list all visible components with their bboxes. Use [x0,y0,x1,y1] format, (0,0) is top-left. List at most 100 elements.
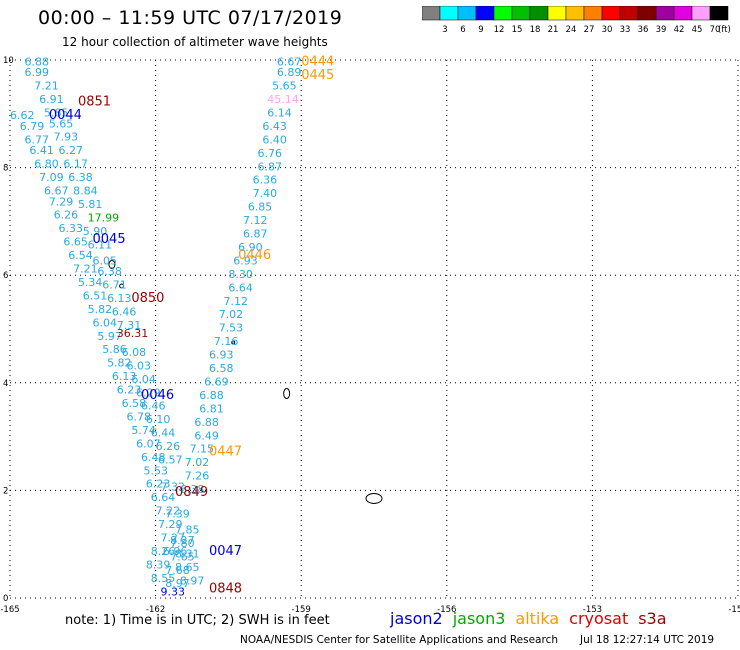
swh-value: 9.33 [160,585,185,598]
swh-value: 7.15 [190,443,215,456]
swh-value: 6.27 [59,144,84,157]
colorbar-tick-label: 12 [494,25,505,35]
swh-value: 6.48 [141,451,166,464]
pass-label: 0848 [209,582,242,597]
swh-value: 5.82 [88,303,113,316]
credit: NOAA/NESDIS Center for Satellite Applica… [240,634,558,646]
swh-value: 6.38 [97,265,122,278]
swh-value: 6.88 [194,416,219,429]
swh-value: 6.11 [88,238,113,251]
swh-value: 7.21 [73,263,98,276]
swh-value: 6.46 [112,306,137,319]
swh-value: 7.31 [117,319,142,332]
swh-value: 8.26 [151,545,176,558]
swh-value: 6.04 [93,316,118,329]
y-tick-label: 10 [3,56,14,66]
island-outline [231,340,236,345]
swh-value: 6.64 [228,281,253,294]
colorbar-tick-label: 33 [620,25,631,35]
swh-value: 6.44 [151,427,176,440]
colorbar-tick-label: 27 [584,25,595,35]
colorbar-tick-label: 70 [710,25,721,35]
swh-value: 6.23 [117,384,142,397]
swh-value: 7.53 [219,322,244,335]
swh-value: 6.62 [10,109,35,122]
colorbar-tick-label: 42 [674,25,685,35]
swh-value: 8.55 [151,572,176,585]
swh-value: 5.97 [97,330,122,343]
swh-value: 36.31 [117,327,149,340]
swh-value: 6.90 [238,241,263,254]
swh-value: 8.97 [165,577,190,590]
swh-value: 6.29 [136,386,161,399]
swh-value: 6.03 [126,359,151,372]
swh-value: 5.34 [78,276,103,289]
colorbar-unit: (ft) [718,25,731,35]
pass-label: 0044 [49,108,82,123]
y-tick-label: 2 [3,486,8,496]
swh-value: 6.26 [156,440,181,453]
swh-value: 7.02 [219,308,244,321]
swh-value: 6.79 [20,120,44,133]
swh-value: 6.13 [107,292,132,305]
swh-value: 7.27 [160,532,185,545]
swh-value: 7.21 [34,80,59,93]
colorbar-tick-label: 36 [638,25,649,35]
generated-time: Jul 18 12:27:14 UTC 2019 [580,634,715,646]
swh-value: 6.04 [131,373,156,386]
note: note: 1) Time is in UTC; 2) SWH is in fe… [65,613,330,628]
swh-value: 45.14 [267,93,299,106]
swh-value: 7.40 [253,187,278,200]
swh-value: 6.87 [258,160,283,173]
swh-value: 8.39 [146,558,171,571]
y-tick-label: 4 [3,379,8,389]
swh-value: 6.67 [44,185,68,198]
swh-value: 5.81 [78,198,103,211]
swh-value: 6.64 [151,491,176,504]
swh-value: 5.85 [44,106,68,119]
swh-value: 6.54 [68,249,93,262]
swh-value: 6.49 [194,429,219,442]
colorbar-tick-label: 15 [512,25,523,35]
swh-value: 6.10 [146,413,171,426]
x-tick-label: -159 [292,605,311,615]
colorbar-tick-label: 6 [460,25,465,35]
swh-value: 8.30 [228,268,253,281]
colorbar: 3 6 9 12 15 18 21 24 27 30 33 36 39 42 45 70(ft) [422,6,731,35]
swh-value: 8.84 [73,185,98,198]
swh-value: 5.74 [131,424,156,437]
legend-entry: jason3 [452,609,506,628]
pass-label: 0447 [209,444,242,459]
colorbar-swatch [709,6,729,21]
swh-value: 5.53 [143,464,168,477]
x-tick-label: -153 [583,605,602,615]
swh-value: 6.67 [277,55,302,68]
swh-value: 6.91 [39,93,64,106]
colorbar-tick-label: 9 [478,25,483,35]
x-tick-label: -162 [146,605,165,615]
swh-value: 5.86 [102,343,127,356]
island-outline [365,492,383,504]
swh-value: 6.71 [102,279,127,292]
subtitle: 12 hour collection of altimeter wave hei… [62,35,328,49]
swh-value: 6.36 [253,174,278,187]
swh-value: 7.32 [160,480,185,493]
colorbar-tick-label: 30 [602,25,613,35]
swh-value: 6.69 [204,375,229,388]
swh-value: 6.93 [209,349,234,362]
pass-label: 0444 [301,54,334,69]
page-title: 00:00 – 11:59 UTC 07/17/2019 [38,7,343,29]
swh-value: 5.65 [272,80,297,93]
swh-value: 6.96 [163,545,188,558]
swh-value: 5.90 [83,225,108,238]
swh-value: 7.93 [54,131,79,144]
swh-value: 6.65 [63,236,88,249]
swh-value: 7.02 [185,456,210,469]
swh-value: 6.46 [141,400,166,413]
legend-entry: cryosat [569,609,629,628]
x-tick-label: -165 [0,605,19,615]
swh-value: 7.29 [158,518,183,531]
colorbar-tick-label: 21 [548,25,559,35]
swh-value: 6.33 [59,222,84,235]
